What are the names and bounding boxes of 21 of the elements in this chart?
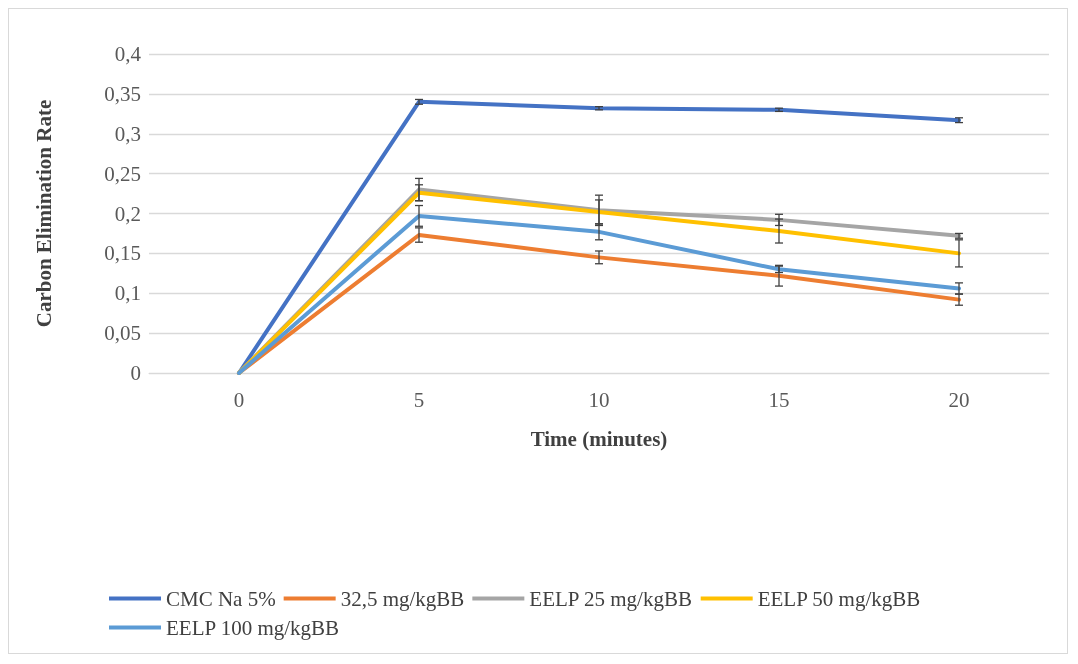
y-tick-label: 0,05 (104, 321, 141, 346)
y-tick-label: 0,4 (114, 42, 142, 66)
x-axis-title: Time (minutes) (530, 426, 668, 451)
y-tick-label: 0 (130, 361, 141, 385)
y-tick-label: 0,3 (114, 121, 141, 146)
legend-label: EELP 50 mg/kgBB (757, 586, 921, 611)
y-tick-label: 0,35 (104, 81, 141, 106)
x-tick-label: 20 (948, 387, 970, 412)
y-tick-label: 0,25 (104, 161, 141, 186)
x-tick-label: 10 (588, 387, 610, 412)
legend-label: CMC Na 5% (166, 586, 276, 611)
legend-label: EELP 100 mg/kgBB (166, 615, 340, 640)
legend-label: 32,5 mg/kgBB (340, 586, 465, 611)
x-tick-label: 5 (413, 387, 425, 412)
y-tick-label: 0,2 (114, 201, 141, 226)
y-tick-label: 0,1 (114, 281, 141, 306)
x-tick-label: 15 (768, 387, 790, 412)
legend-label: EELP 25 mg/kgBB (529, 586, 692, 611)
y-axis-title: Carbon Elimination Rate (31, 99, 56, 328)
x-tick-label: 0 (233, 387, 245, 412)
y-tick-label: 0,15 (104, 241, 141, 266)
